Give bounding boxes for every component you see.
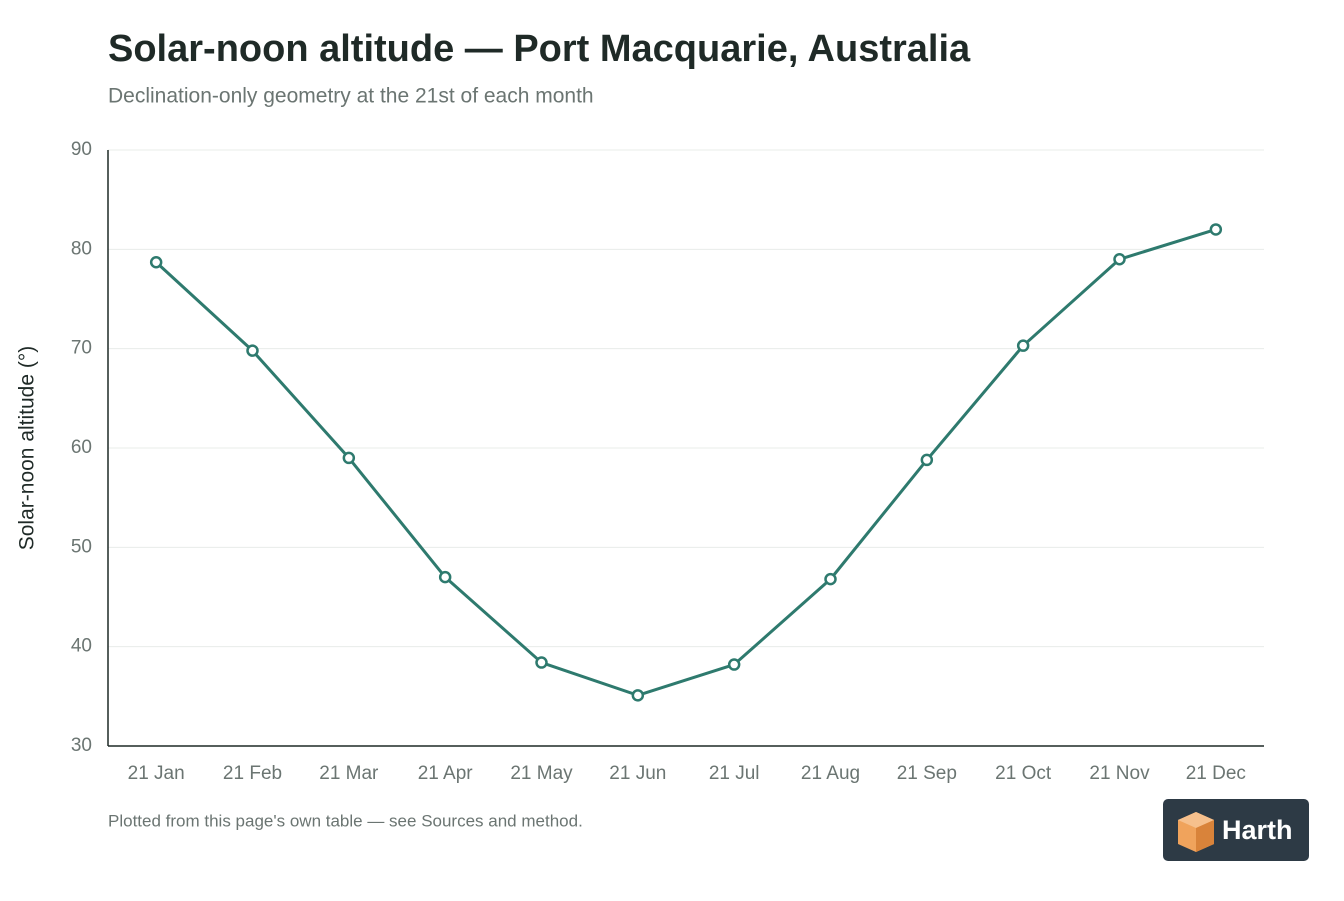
- x-tick-label: 21 Jul: [709, 763, 760, 784]
- data-line: [155, 228, 1217, 697]
- logo-icon-side: [1196, 820, 1214, 852]
- brand-logo: Harth: [1163, 799, 1309, 861]
- y-tick-label: 50: [71, 536, 92, 557]
- brand-name: Harth: [1222, 815, 1293, 845]
- data-point: [342, 451, 356, 465]
- x-tick-label: 21 Mar: [319, 763, 379, 784]
- data-point: [631, 689, 645, 702]
- x-tick-label: 21 Sep: [897, 763, 957, 784]
- y-tick-label: 60: [71, 437, 92, 458]
- y-tick-label: 80: [71, 238, 92, 259]
- x-tick-label: 21 Aug: [801, 763, 860, 784]
- y-tick-label: 40: [71, 636, 92, 657]
- data-point: [824, 572, 837, 586]
- data-point: [1016, 339, 1030, 352]
- x-tick-label: 21 May: [510, 763, 573, 784]
- chart-subtitle: Declination-only geometry at the 21st of…: [108, 85, 594, 108]
- y-tick-label: 90: [71, 139, 92, 160]
- chart-title: Solar-noon altitude — Port Macquarie, Au…: [108, 28, 971, 70]
- x-tick-label: 21 Apr: [418, 763, 474, 784]
- data-point: [727, 658, 741, 671]
- data-point: [438, 570, 452, 584]
- data-point: [1113, 253, 1126, 266]
- x-tick-label: 21 Feb: [223, 763, 282, 784]
- x-tick-label: 21 Oct: [995, 763, 1052, 784]
- y-axis-label: Solar-noon altitude (°): [16, 346, 39, 551]
- data-point: [920, 453, 934, 467]
- x-tick-label: 21 Nov: [1089, 763, 1150, 784]
- x-tick-label: 21 Jun: [609, 763, 666, 784]
- data-point: [535, 656, 548, 669]
- data-point: [246, 344, 259, 357]
- data-point: [149, 255, 163, 269]
- footnote: Plotted from this page's own table — see…: [108, 811, 583, 830]
- y-tick-label: 70: [71, 338, 92, 359]
- data-point: [1209, 223, 1223, 236]
- x-tick-label: 21 Dec: [1186, 763, 1246, 784]
- y-tick-label: 30: [71, 735, 92, 756]
- x-tick-label: 21 Jan: [128, 763, 185, 784]
